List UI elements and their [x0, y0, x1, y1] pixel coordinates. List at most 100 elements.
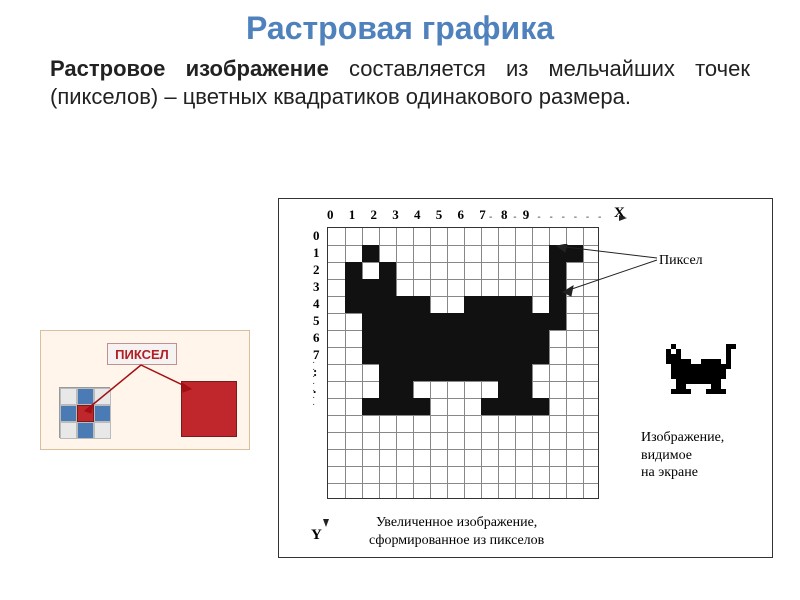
grid-pixel: [396, 313, 413, 330]
grid-pixel: [413, 313, 430, 330]
grid-pixel: [413, 330, 430, 347]
grid-pixel: [379, 330, 396, 347]
grid-pixel: [413, 347, 430, 364]
grid-pixel: [532, 347, 549, 364]
intro-paragraph: Растровое изображение составляется из ме…: [0, 47, 800, 110]
grid-pixel: [430, 330, 447, 347]
page-title: Растровая графика: [0, 0, 800, 47]
y-axis-arrow-icon: [319, 499, 333, 529]
grid-pixel: [532, 330, 549, 347]
y-tick-label: 1: [313, 244, 320, 261]
grid-pixel: [481, 347, 498, 364]
grid-pixel: [345, 279, 362, 296]
grid-pixel: [379, 313, 396, 330]
x-axis-dashes: - - - - - - - - - -: [489, 212, 604, 223]
grid-pixel: [464, 347, 481, 364]
grid-pixel: [396, 347, 413, 364]
y-tick-label: 0: [313, 227, 320, 244]
grid-pixel: [498, 330, 515, 347]
grid-pixel: [447, 347, 464, 364]
grid-pixel: [447, 330, 464, 347]
y-tick-label: 5: [313, 312, 320, 329]
raster-grid-diagram: 0 1 2 3 4 5 6 7 8 9 - - - - - - - - - - …: [278, 198, 773, 558]
grid-pixel: [362, 279, 379, 296]
grid-pixel: [549, 313, 566, 330]
bottom-caption-l2: сформированное из пикселов: [369, 532, 544, 550]
screen-caption-l3: на экране: [641, 464, 724, 482]
grid-pixel: [362, 313, 379, 330]
y-axis-dashes: ·······: [312, 359, 315, 408]
grid-pixel: [481, 313, 498, 330]
grid-pixel: [481, 398, 498, 415]
pixel-zoom-diagram: ПИКСЕЛ: [40, 330, 250, 450]
grid-pixel: [498, 313, 515, 330]
grid-pixel: [379, 296, 396, 313]
grid-pixel: [362, 245, 379, 262]
grid-pixel: [498, 381, 515, 398]
screen-caption-l1: Изображение,: [641, 429, 724, 447]
grid-pixel: [379, 347, 396, 364]
paragraph-bold: Растровое изображение: [50, 56, 329, 81]
grid-pixel: [362, 296, 379, 313]
grid-pixel: [430, 313, 447, 330]
screen-caption-l2: видимое: [641, 447, 724, 465]
grid-pixel: [379, 279, 396, 296]
screen-caption: Изображение, видимое на экране: [641, 429, 724, 482]
small-pixel: [686, 389, 691, 394]
grid-pixel: [447, 313, 464, 330]
grid-pixel: [396, 381, 413, 398]
grid-pixel: [515, 296, 532, 313]
grid-pixel: [413, 398, 430, 415]
grid-pixel: [379, 381, 396, 398]
grid-pixel: [498, 347, 515, 364]
grid-pixel: [498, 296, 515, 313]
bottom-caption-l1: Увеличенное изображение,: [369, 514, 544, 532]
y-tick-label: 3: [313, 278, 320, 295]
grid-pixel: [481, 330, 498, 347]
bottom-caption: Увеличенное изображение, сформированное …: [369, 514, 544, 549]
grid-pixel: [413, 364, 430, 381]
grid-pixel: [481, 296, 498, 313]
y-tick-label: 2: [313, 261, 320, 278]
grid-pixel: [498, 364, 515, 381]
grid-pixel: [498, 398, 515, 415]
grid-pixel: [532, 398, 549, 415]
grid-pixel: [413, 296, 430, 313]
grid-pixel: [515, 398, 532, 415]
small-pixel: [721, 374, 726, 379]
grid-pixel: [464, 313, 481, 330]
y-tick-label: 6: [313, 329, 320, 346]
grid-pixel: [515, 313, 532, 330]
grid-pixel: [532, 313, 549, 330]
small-pixel: [726, 364, 731, 369]
grid-pixel: [481, 364, 498, 381]
grid-pixel: [430, 364, 447, 381]
grid-pixel: [464, 330, 481, 347]
pixel-arrows: [41, 331, 251, 451]
grid-pixel: [379, 262, 396, 279]
grid-pixel: [345, 262, 362, 279]
grid-pixel: [379, 398, 396, 415]
pixel-callout-arrows: [549, 244, 669, 304]
grid-pixel: [515, 347, 532, 364]
grid-pixel: [515, 364, 532, 381]
grid-pixel: [345, 296, 362, 313]
grid-pixel: [396, 296, 413, 313]
small-pixel: [731, 344, 736, 349]
grid-pixel: [396, 398, 413, 415]
grid-pixel: [430, 347, 447, 364]
x-axis-arrow-icon: [599, 213, 629, 223]
grid-pixel: [515, 330, 532, 347]
grid-pixel: [362, 330, 379, 347]
grid-pixel: [515, 381, 532, 398]
grid-pixel: [464, 364, 481, 381]
grid-pixel: [464, 296, 481, 313]
grid-pixel: [362, 398, 379, 415]
grid-pixel: [362, 347, 379, 364]
grid-pixel: [396, 330, 413, 347]
grid-pixel: [379, 364, 396, 381]
y-tick-label: 4: [313, 295, 320, 312]
y-axis-name: Y: [311, 527, 322, 544]
small-pixel: [721, 389, 726, 394]
grid-pixel: [396, 364, 413, 381]
